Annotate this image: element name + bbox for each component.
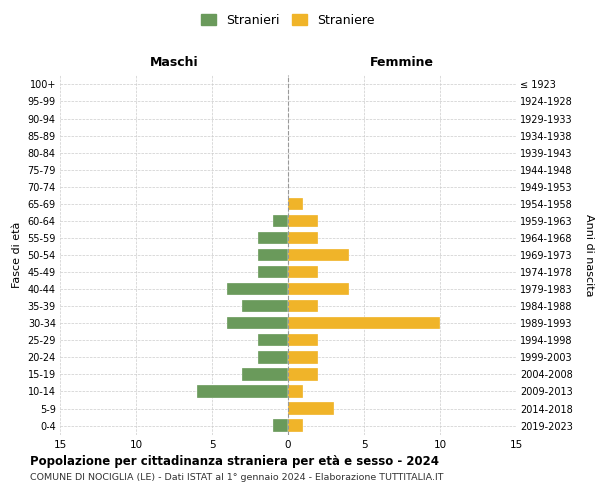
Bar <box>288 198 303 210</box>
Bar <box>288 420 303 432</box>
Bar <box>227 317 288 330</box>
Bar <box>242 368 288 380</box>
Bar <box>288 232 319 244</box>
Bar <box>273 420 288 432</box>
Bar <box>257 249 288 261</box>
Bar <box>197 386 288 398</box>
Legend: Stranieri, Straniere: Stranieri, Straniere <box>196 8 380 32</box>
Bar <box>257 266 288 278</box>
Text: Popolazione per cittadinanza straniera per età e sesso - 2024: Popolazione per cittadinanza straniera p… <box>30 455 439 468</box>
Bar <box>257 232 288 244</box>
Bar <box>288 266 319 278</box>
Text: COMUNE DI NOCIGLIA (LE) - Dati ISTAT al 1° gennaio 2024 - Elaborazione TUTTITALI: COMUNE DI NOCIGLIA (LE) - Dati ISTAT al … <box>30 472 443 482</box>
Bar <box>288 386 303 398</box>
Bar <box>288 351 319 364</box>
Bar <box>288 249 349 261</box>
Bar <box>242 300 288 312</box>
Bar <box>227 283 288 296</box>
Bar <box>288 214 319 227</box>
Y-axis label: Fasce di età: Fasce di età <box>12 222 22 288</box>
Bar <box>288 300 319 312</box>
Bar <box>288 334 319 346</box>
Bar <box>288 283 349 296</box>
Bar <box>273 214 288 227</box>
Bar <box>288 317 440 330</box>
Bar <box>257 351 288 364</box>
Bar <box>288 368 319 380</box>
Text: Maschi: Maschi <box>149 56 199 69</box>
Bar <box>288 402 334 414</box>
Y-axis label: Anni di nascita: Anni di nascita <box>584 214 594 296</box>
Text: Femmine: Femmine <box>370 56 434 69</box>
Bar <box>257 334 288 346</box>
